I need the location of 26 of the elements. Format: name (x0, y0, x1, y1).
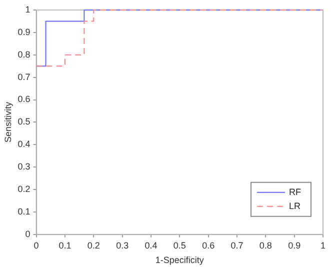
x-tick-label: 0.4 (144, 240, 158, 250)
y-tick-label: 0.9 (18, 26, 30, 37)
x-tick-label: 0.2 (87, 240, 100, 250)
y-tick-label: 0.4 (18, 139, 30, 150)
y-tick-label: 0.7 (18, 72, 30, 82)
y-tick-label: 0.1 (18, 206, 30, 216)
x-tick-label: 0.3 (116, 240, 129, 250)
x-axis-title: 1-Specificity (155, 255, 204, 266)
legend-label: RF (289, 186, 302, 197)
x-tick-label: 0.7 (230, 240, 244, 250)
y-tick-label: 0 (25, 228, 30, 239)
x-tick-label: 0 (34, 240, 39, 250)
y-tick-label: 0.8 (18, 49, 30, 60)
x-tick-label: 0.9 (288, 240, 301, 250)
x-tick-label: 1 (320, 240, 326, 250)
y-tick-label: 0.3 (18, 162, 30, 172)
x-tick-label: 0.8 (259, 240, 272, 250)
y-tick-label: 1 (25, 4, 30, 14)
y-tick-label: 0.2 (18, 184, 30, 194)
legend-label: LR (289, 200, 302, 211)
x-tick-label: 0.6 (202, 240, 215, 250)
y-tick-label: 0.5 (18, 116, 30, 127)
x-tick-label: 0.5 (173, 240, 186, 250)
x-tick-label: 0.1 (58, 240, 72, 250)
y-tick-label: 0.6 (18, 94, 30, 104)
y-axis-title: Sensitivity (2, 101, 13, 142)
